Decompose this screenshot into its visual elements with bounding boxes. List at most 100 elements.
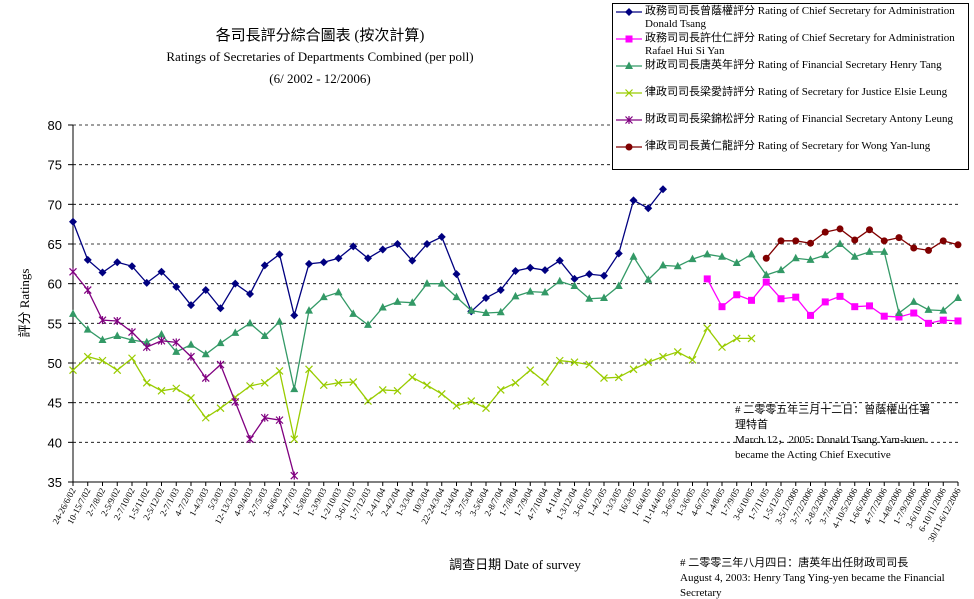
marker [275, 367, 284, 375]
annotation: March 12，2005: Donald Tsang Yam-kuen [735, 434, 925, 446]
marker [128, 354, 136, 363]
marker [792, 293, 800, 301]
marker [157, 386, 166, 395]
marker [437, 390, 446, 398]
marker [172, 282, 181, 291]
marker [718, 343, 726, 352]
marker [142, 337, 151, 346]
marker [83, 286, 92, 295]
marker [625, 61, 633, 69]
annotation: became the Acting Chief Executive [735, 449, 891, 461]
series-line [72, 271, 295, 476]
y-tick-label: 35 [48, 475, 62, 490]
series-line [72, 188, 664, 318]
marker [98, 268, 107, 277]
marker [290, 435, 299, 444]
marker [216, 338, 225, 347]
marker [201, 349, 210, 358]
marker [703, 249, 712, 258]
marker [777, 265, 785, 274]
marker [83, 255, 92, 264]
legend-label: 律政司司長梁愛詩評分 Rating of Secretary for Justi… [645, 86, 948, 98]
marker [644, 275, 653, 283]
marker [172, 384, 181, 393]
marker [452, 270, 461, 279]
marker [349, 378, 358, 386]
marker [895, 308, 903, 317]
marker [423, 279, 431, 287]
marker [452, 401, 461, 410]
marker [865, 247, 874, 255]
marker [925, 246, 932, 254]
marker [128, 262, 136, 271]
marker [625, 8, 633, 16]
marker [688, 355, 697, 364]
legend-item: 律政司司長梁愛詩評分 Rating of Secretary for Justi… [613, 85, 968, 112]
marker [629, 196, 638, 205]
chart-period: (6/ 2002 - 12/2006) [269, 71, 370, 86]
marker [732, 334, 741, 343]
marker [187, 393, 195, 402]
marker [600, 374, 608, 382]
marker [260, 261, 269, 270]
marker [113, 316, 122, 325]
marker [644, 204, 653, 213]
marker [673, 347, 682, 356]
marker [305, 306, 313, 314]
marker [880, 237, 888, 245]
marker [625, 35, 633, 43]
marker [747, 334, 756, 343]
marker [201, 413, 210, 422]
series-line [706, 278, 959, 325]
marker [349, 309, 358, 317]
chart-subtitle: Ratings of Secretaries of Departments Co… [166, 49, 473, 64]
y-tick-label: 50 [48, 356, 62, 371]
marker [393, 386, 402, 395]
marker [821, 228, 829, 236]
legend-swatch [616, 35, 642, 43]
marker [836, 225, 844, 233]
marker [408, 298, 417, 306]
marker [482, 404, 490, 413]
y-tick-label: 60 [48, 277, 62, 292]
legend-label: 財政司司長梁錦松評分 Rating of Financial Secretary… [645, 113, 953, 125]
marker [231, 279, 240, 288]
marker [732, 258, 741, 267]
marker [777, 295, 785, 303]
marker [364, 397, 372, 406]
marker [659, 260, 667, 269]
y-tick-label: 70 [48, 197, 62, 212]
marker [821, 298, 829, 306]
marker [275, 317, 284, 325]
marker [216, 404, 225, 413]
marker [83, 325, 92, 333]
marker [555, 256, 564, 265]
y-tick-label: 75 [48, 158, 62, 173]
marker [334, 287, 343, 296]
marker [954, 241, 962, 249]
marker [895, 234, 903, 242]
legend-swatch [616, 61, 642, 69]
marker [246, 382, 254, 390]
marker [954, 293, 962, 301]
marker [807, 311, 814, 319]
marker [821, 250, 830, 259]
marker [246, 435, 254, 444]
marker [762, 270, 771, 278]
legend-item: 律政司司長黃仁龍評分 Rating of Secretary for Wong … [613, 139, 968, 166]
marker [673, 261, 682, 270]
marker [629, 365, 638, 374]
marker [541, 266, 549, 275]
marker [585, 360, 594, 369]
marker [378, 302, 387, 311]
marker [113, 331, 122, 340]
marker [98, 316, 107, 325]
legend-label: 政務司司長許仕仁評分 Rating of Chief Secretary for… [645, 32, 955, 57]
marker [909, 297, 918, 305]
marker [880, 312, 888, 320]
marker [334, 378, 343, 387]
annotation: 理特首 [735, 417, 768, 431]
marker [585, 270, 594, 279]
legend-label: 律政司司長黃仁龍評分 Rating of Secretary for Wong … [645, 140, 931, 152]
